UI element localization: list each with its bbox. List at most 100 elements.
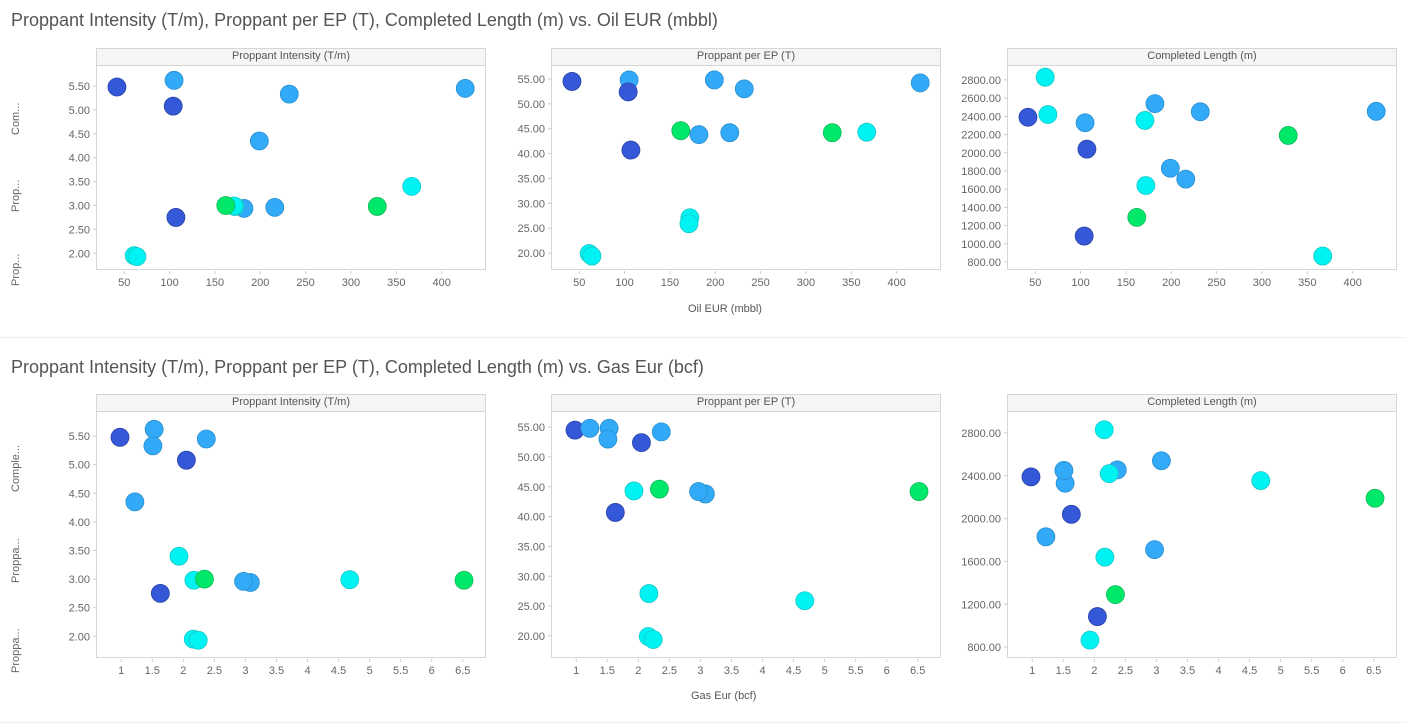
x-tick-label: 2.5 — [1118, 665, 1133, 677]
x-tick-label: 6.5 — [910, 665, 925, 677]
data-point[interactable] — [1088, 607, 1107, 626]
data-point[interactable] — [562, 72, 582, 91]
data-point[interactable] — [1054, 461, 1074, 480]
data-point[interactable] — [1127, 207, 1147, 227]
data-point[interactable] — [671, 121, 691, 141]
data-point[interactable] — [643, 630, 663, 649]
data-point[interactable] — [177, 450, 196, 470]
data-point[interactable] — [1313, 246, 1333, 266]
data-point[interactable] — [1251, 471, 1271, 490]
y-tick-label: 1400.00 — [961, 202, 1001, 214]
data-point[interactable] — [679, 214, 699, 234]
data-point[interactable] — [340, 570, 360, 590]
panel-title: Completed Length (m) — [1008, 49, 1396, 66]
data-point[interactable] — [125, 492, 145, 512]
data-point[interactable] — [624, 481, 644, 501]
data-point[interactable] — [107, 77, 127, 97]
data-point[interactable] — [618, 82, 638, 102]
data-point[interactable] — [1036, 527, 1056, 547]
x-tick-label: 50 — [573, 277, 585, 289]
data-point[interactable] — [367, 197, 387, 216]
data-point[interactable] — [164, 70, 184, 90]
data-point[interactable] — [144, 419, 164, 439]
data-point[interactable] — [1038, 105, 1058, 124]
data-point[interactable] — [598, 429, 618, 449]
x-tick-label: 3 — [1153, 665, 1159, 677]
data-point[interactable] — [249, 131, 269, 151]
y-tick-label: 5.00 — [69, 460, 90, 472]
data-point[interactable] — [910, 73, 930, 93]
data-point[interactable] — [621, 140, 641, 160]
data-point[interactable] — [639, 584, 659, 603]
data-point[interactable] — [1074, 226, 1094, 246]
scatter-plot: 50 100 150 200 250 300 350 400 2.00 2.50 3.00 3.50 4… — [69, 70, 475, 289]
data-point[interactable] — [1145, 94, 1165, 113]
x-tick-label: 100 — [615, 277, 633, 289]
data-point[interactable] — [1075, 113, 1095, 133]
x-tick-label: 6 — [1340, 665, 1346, 677]
data-point[interactable] — [234, 571, 253, 591]
data-point[interactable] — [795, 591, 815, 611]
data-point[interactable] — [734, 79, 754, 99]
x-tick-label: 6.5 — [1366, 665, 1381, 677]
data-point[interactable] — [195, 569, 214, 589]
data-point[interactable] — [1094, 420, 1114, 440]
data-point[interactable] — [1021, 467, 1041, 487]
data-point[interactable] — [455, 79, 475, 98]
data-point[interactable] — [580, 418, 600, 438]
data-point[interactable] — [1365, 488, 1385, 508]
data-point[interactable] — [632, 433, 651, 453]
data-point[interactable] — [454, 570, 474, 590]
data-point[interactable] — [143, 436, 163, 456]
data-point[interactable] — [402, 176, 422, 196]
data-point[interactable] — [720, 123, 740, 143]
data-point[interactable] — [1160, 158, 1180, 178]
data-point[interactable] — [689, 125, 709, 145]
data-point[interactable] — [216, 196, 236, 215]
data-point[interactable] — [1151, 451, 1171, 471]
y-tick-label: 5.50 — [69, 81, 90, 93]
x-tick-label: 5 — [822, 665, 828, 677]
data-point[interactable] — [704, 70, 724, 90]
y-tick-label: 2400.00 — [961, 471, 1001, 483]
scatter-plot: 1 1.5 2 2.5 3 3.5 4 4.5 5 5.5 6 6.5 800.00 1200.00 160… — [961, 420, 1385, 677]
data-point[interactable] — [1190, 102, 1210, 122]
data-point[interactable] — [909, 482, 929, 501]
data-point[interactable] — [605, 503, 625, 522]
data-point[interactable] — [1366, 101, 1386, 121]
data-point[interactable] — [1145, 540, 1164, 560]
data-point[interactable] — [650, 479, 669, 499]
data-point[interactable] — [651, 422, 671, 442]
data-point[interactable] — [110, 427, 130, 447]
data-point[interactable] — [1278, 126, 1298, 145]
data-point[interactable] — [1136, 176, 1156, 195]
data-point[interactable] — [1135, 111, 1155, 130]
data-point[interactable] — [1176, 169, 1196, 189]
data-point[interactable] — [857, 122, 877, 142]
data-point[interactable] — [279, 84, 299, 104]
data-point[interactable] — [1106, 585, 1125, 605]
data-point[interactable] — [127, 247, 147, 267]
data-point[interactable] — [196, 429, 216, 449]
x-tick-label: 2 — [1091, 665, 1097, 677]
x-tick-label: 4 — [304, 665, 310, 677]
data-point[interactable] — [163, 96, 183, 116]
data-point[interactable] — [689, 482, 708, 501]
data-point[interactable] — [1018, 107, 1038, 127]
data-point[interactable] — [169, 546, 189, 566]
data-point[interactable] — [1099, 464, 1119, 484]
x-tick-label: 300 — [797, 277, 815, 289]
data-point[interactable] — [1095, 547, 1115, 567]
data-point[interactable] — [582, 246, 602, 266]
panel-title: Completed Length (m) — [1008, 395, 1396, 412]
data-point[interactable] — [166, 208, 186, 227]
data-point[interactable] — [150, 583, 170, 603]
data-point[interactable] — [265, 198, 285, 217]
y-tick-label: 1200.00 — [961, 221, 1001, 233]
data-point[interactable] — [1035, 67, 1055, 87]
data-point[interactable] — [188, 630, 208, 650]
data-point[interactable] — [1077, 139, 1097, 159]
data-point[interactable] — [1061, 504, 1081, 524]
data-point[interactable] — [1080, 630, 1100, 650]
data-point[interactable] — [822, 123, 842, 143]
